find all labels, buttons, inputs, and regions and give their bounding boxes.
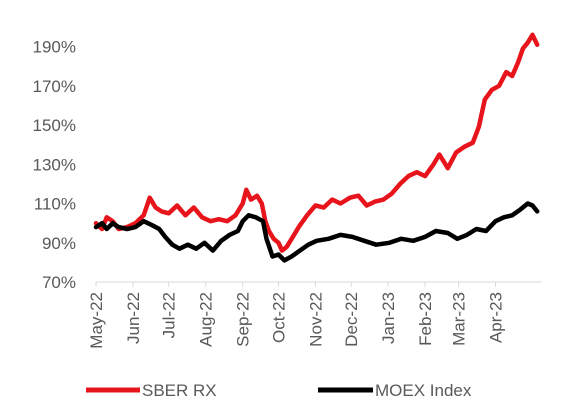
legend: SBER RX MOEX Index <box>86 381 472 400</box>
y-tick-label: 90% <box>42 234 76 253</box>
y-tick-label: 130% <box>33 155 76 174</box>
legend-label: MOEX Index <box>375 381 472 400</box>
y-axis: 70% 90% 110% 130% 150% 170% 190% <box>33 38 76 292</box>
series-layer <box>93 32 540 263</box>
x-tick-label: Jul-22 <box>160 292 179 338</box>
y-tick-label: 170% <box>33 77 76 96</box>
series-line-moex-index <box>93 201 540 263</box>
x-tick-label: Jan-23 <box>379 292 398 344</box>
x-tick-label: May-22 <box>87 292 106 349</box>
x-tick-label: Sep-22 <box>234 292 253 347</box>
x-tick-label: Aug-22 <box>197 292 216 347</box>
x-axis: May-22 Jun-22 Jul-22 Aug-22 Sep-22 Oct-22 Nov-… <box>87 281 542 349</box>
x-tick-label: Feb-23 <box>416 292 435 346</box>
x-tick-label: Nov-22 <box>306 292 325 347</box>
x-tick-label: Dec-22 <box>342 292 361 347</box>
y-tick-label: 190% <box>33 38 76 57</box>
x-tick-label: Jun-22 <box>124 292 143 344</box>
x-tick-label: Mar-23 <box>450 292 469 346</box>
legend-label: SBER RX <box>142 381 217 400</box>
y-tick-label: 70% <box>42 273 76 292</box>
series-line-sber-rx <box>93 32 540 253</box>
y-tick-label: 110% <box>34 195 76 214</box>
y-tick-label: 150% <box>33 116 76 135</box>
x-tick-label: Apr-23 <box>486 292 505 343</box>
x-tick-label: Oct-22 <box>269 292 288 343</box>
